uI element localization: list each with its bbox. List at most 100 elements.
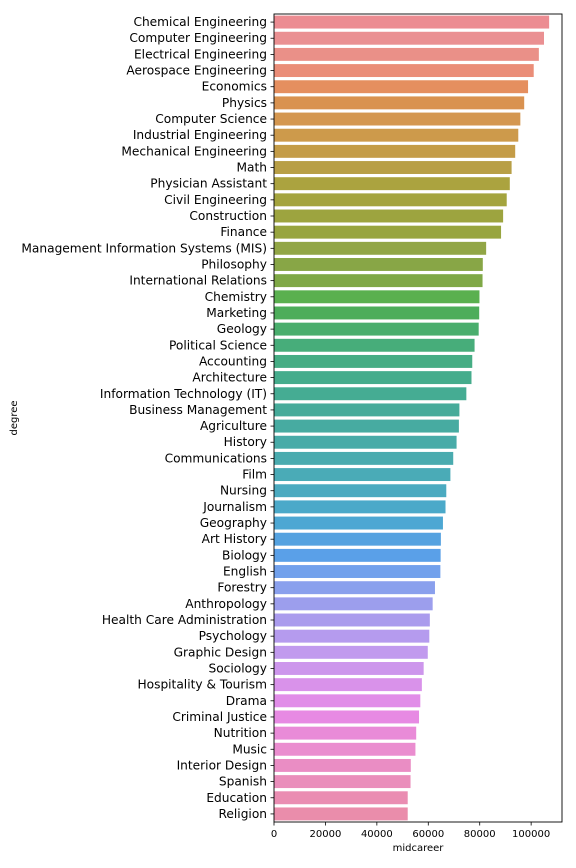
y-tick-label: Agriculture xyxy=(200,419,267,433)
y-tick-label: Drama xyxy=(226,694,267,708)
bar xyxy=(274,629,430,643)
bar xyxy=(274,161,512,174)
y-tick-layer: Chemical Engineering Computer Engineering… xyxy=(21,15,274,821)
y-tick-label: Mechanical Engineering xyxy=(121,144,267,158)
bar xyxy=(274,484,447,498)
bar xyxy=(274,435,457,449)
y-tick-label: Criminal Justice xyxy=(172,710,267,724)
y-tick-label: Physics xyxy=(222,96,267,110)
bar xyxy=(274,209,504,223)
bar xyxy=(274,112,521,126)
y-tick-label: Nursing xyxy=(220,484,267,498)
y-tick-label: Computer Engineering xyxy=(129,31,267,45)
y-tick-label: Anthropology xyxy=(185,597,267,611)
y-tick-label: Music xyxy=(232,742,267,756)
y-tick-label: Marketing xyxy=(206,306,267,320)
y-tick-label: Philosophy xyxy=(201,257,267,271)
x-tick-label: 20000 xyxy=(310,829,342,840)
bar xyxy=(274,80,529,94)
y-tick-label: Electrical Engineering xyxy=(134,47,267,61)
x-tick-label: 60000 xyxy=(412,829,444,840)
bar xyxy=(274,775,411,789)
x-tick-layer: 0 20000 40000 60000 80000 100000 xyxy=(271,822,550,840)
bar xyxy=(274,290,480,304)
bar xyxy=(274,548,441,562)
bar xyxy=(274,338,475,352)
bar xyxy=(274,403,460,417)
y-tick-label: International Relations xyxy=(129,274,267,288)
bar xyxy=(274,500,446,514)
x-tick-label: 80000 xyxy=(464,829,496,840)
x-axis-label: midcareer xyxy=(393,843,445,854)
y-tick-label: Industrial Engineering xyxy=(133,128,267,142)
y-tick-label: Computer Science xyxy=(155,112,267,126)
bar xyxy=(274,742,416,756)
y-tick-label: Art History xyxy=(202,532,267,546)
bar xyxy=(274,144,516,158)
y-tick-label: Hospitality & Tourism xyxy=(137,678,267,692)
y-tick-label: Spanish xyxy=(219,775,267,789)
bar xyxy=(274,177,510,191)
y-tick-label: Management Information Systems (MIS) xyxy=(21,241,267,255)
y-tick-label: Psychology xyxy=(199,629,267,643)
y-tick-label: Graphic Design xyxy=(174,645,267,659)
y-tick-label: Health Care Administration xyxy=(102,613,267,627)
bar xyxy=(274,468,451,482)
y-tick-label: Physician Assistant xyxy=(150,177,267,191)
y-tick-label: Information Technology (IT) xyxy=(100,387,267,401)
bar xyxy=(274,47,539,61)
y-tick-label: Education xyxy=(206,791,267,805)
bar xyxy=(274,645,428,659)
bar xyxy=(274,581,435,595)
bar xyxy=(274,710,420,724)
bar xyxy=(274,613,430,627)
y-tick-label: Construction xyxy=(189,209,267,223)
bar xyxy=(274,354,473,368)
y-tick-label: Communications xyxy=(165,451,267,465)
bar xyxy=(274,193,507,207)
bar xyxy=(274,387,467,401)
bars-layer xyxy=(274,15,550,821)
y-tick-label: Interior Design xyxy=(177,758,267,772)
y-tick-label: Finance xyxy=(220,225,267,239)
bar xyxy=(274,241,487,255)
bar xyxy=(274,419,459,433)
bar xyxy=(274,371,472,385)
bar xyxy=(274,128,519,142)
plot-frame xyxy=(273,13,563,823)
bar xyxy=(274,758,411,772)
y-tick-label: Film xyxy=(242,468,267,482)
bar xyxy=(274,31,544,45)
y-tick-label: Religion xyxy=(219,807,268,821)
y-tick-label: Sociology xyxy=(208,661,267,675)
y-tick-label: Geology xyxy=(217,322,267,336)
bar xyxy=(274,678,422,692)
bar xyxy=(274,306,480,320)
x-tick-label: 100000 xyxy=(512,829,550,840)
bar xyxy=(274,726,417,740)
y-tick-label: Nutrition xyxy=(214,726,267,740)
bar xyxy=(274,565,441,578)
bar xyxy=(274,225,502,239)
y-tick-label: Chemistry xyxy=(205,290,267,304)
bar xyxy=(274,516,443,530)
bar xyxy=(274,96,525,110)
bar xyxy=(274,451,454,465)
bar xyxy=(274,64,534,78)
y-tick-label: Business Management xyxy=(129,403,267,417)
bar xyxy=(274,532,441,546)
y-tick-label: Economics xyxy=(202,80,267,94)
y-tick-label: Geography xyxy=(200,516,267,530)
y-tick-label: Math xyxy=(237,161,268,175)
y-tick-label: Journalism xyxy=(202,500,267,514)
y-tick-label: English xyxy=(223,565,267,579)
y-tick-label: Aerospace Engineering xyxy=(126,64,267,78)
y-tick-label: Civil Engineering xyxy=(164,193,267,207)
x-tick-label: 0 xyxy=(271,829,277,840)
bar xyxy=(274,15,550,29)
y-tick-label: History xyxy=(224,435,267,449)
bar xyxy=(274,274,483,288)
x-tick-label: 40000 xyxy=(361,829,393,840)
